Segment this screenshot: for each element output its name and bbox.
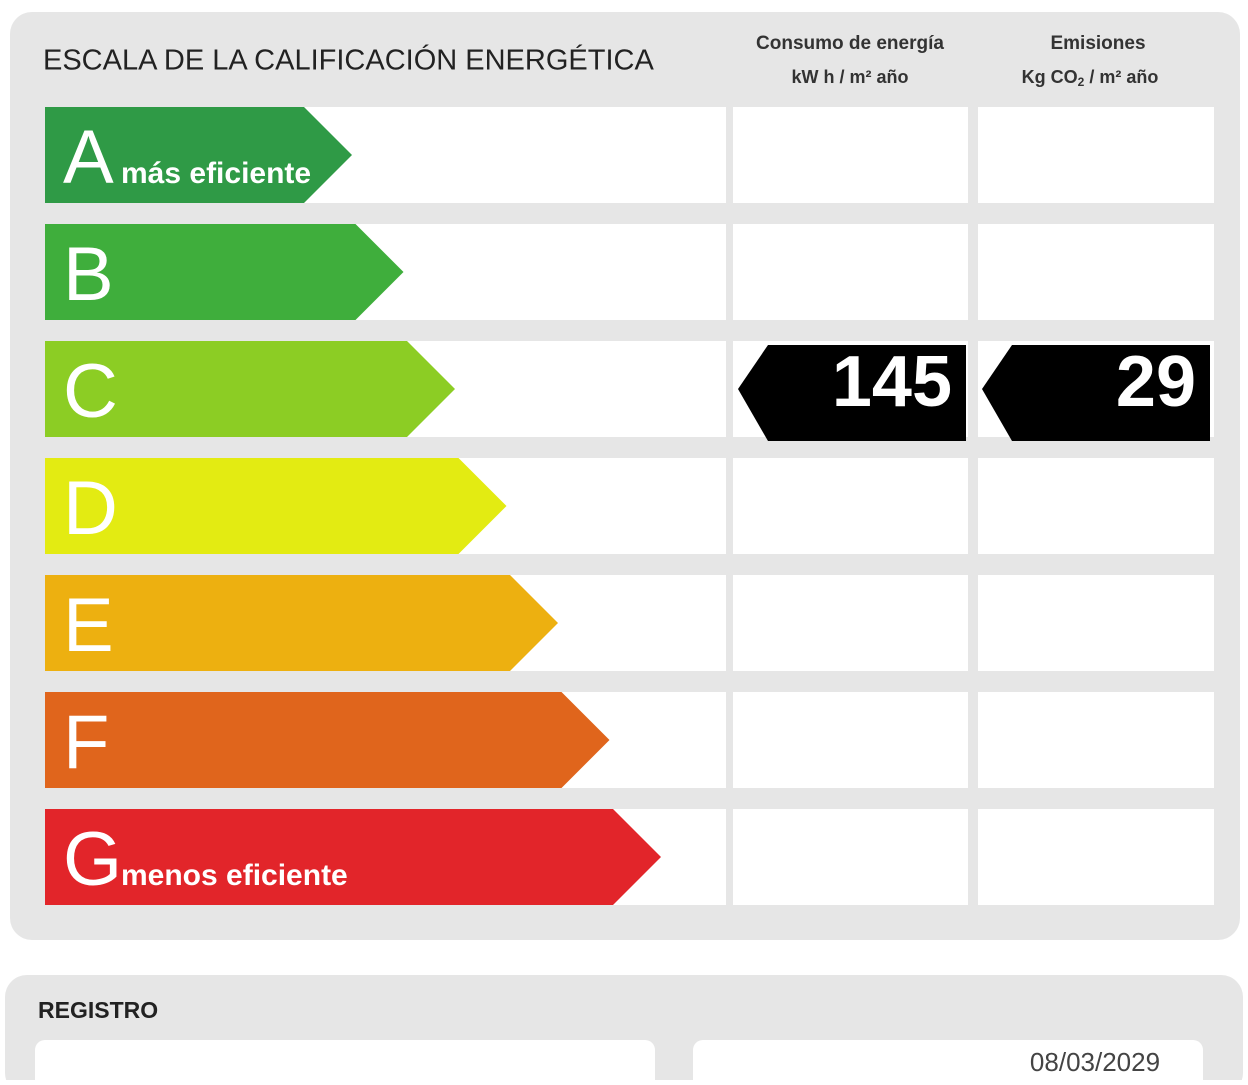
rating-note: menos eficiente: [121, 859, 348, 892]
registro-box: [35, 1040, 655, 1085]
rating-arrow: [45, 809, 661, 905]
energy-cell: [733, 692, 968, 788]
emissions-header: Emisiones: [1050, 33, 1145, 54]
registro-label: REGISTRO: [38, 997, 158, 1023]
rating-arrow: [45, 224, 404, 320]
emissions-value: 29: [1116, 342, 1196, 422]
rating-letter: G: [63, 817, 122, 902]
energy-cell: [733, 224, 968, 320]
rating-letter: D: [63, 466, 118, 551]
rating-arrow: [45, 107, 352, 203]
emissions-cell: [978, 575, 1214, 671]
emissions-cell: [978, 107, 1214, 203]
rating-arrow: [45, 575, 558, 671]
emissions-badge: [982, 345, 1210, 441]
energy-header: Consumo de energía: [756, 33, 944, 54]
rating-arrow: [45, 341, 455, 437]
rating-letter: F: [63, 700, 109, 785]
units-text: / m² año: [1084, 67, 1158, 87]
rating-letter: B: [63, 232, 114, 317]
emissions-cell: [978, 809, 1214, 905]
rating-letter: E: [63, 583, 114, 668]
title: ESCALA DE LA CALIFICACIÓN ENERGÉTICA: [43, 44, 654, 77]
energy-cell: [733, 575, 968, 671]
energy-units: kW h / m² año: [792, 67, 909, 87]
rating-letter: C: [63, 349, 118, 434]
energy-badge: [738, 345, 966, 441]
rating-note: más eficiente: [121, 157, 311, 190]
date: 08/03/2029: [1030, 1047, 1160, 1077]
rating-arrow: [45, 692, 610, 788]
date-box: [693, 1040, 1203, 1085]
units-sub: 2: [1078, 75, 1085, 89]
rating-arrow: [45, 458, 507, 554]
energy-value: 145: [832, 342, 952, 422]
emissions-cell: [978, 692, 1214, 788]
emissions-cell: [978, 458, 1214, 554]
energy-cell: [733, 107, 968, 203]
units-text: Kg CO: [1022, 67, 1078, 87]
rating-letter: A: [63, 115, 114, 200]
energy-cell: [733, 809, 968, 905]
emissions-cell: [978, 224, 1214, 320]
emissions-units: Kg CO2 / m² año: [1022, 67, 1159, 89]
energy-cell: [733, 458, 968, 554]
